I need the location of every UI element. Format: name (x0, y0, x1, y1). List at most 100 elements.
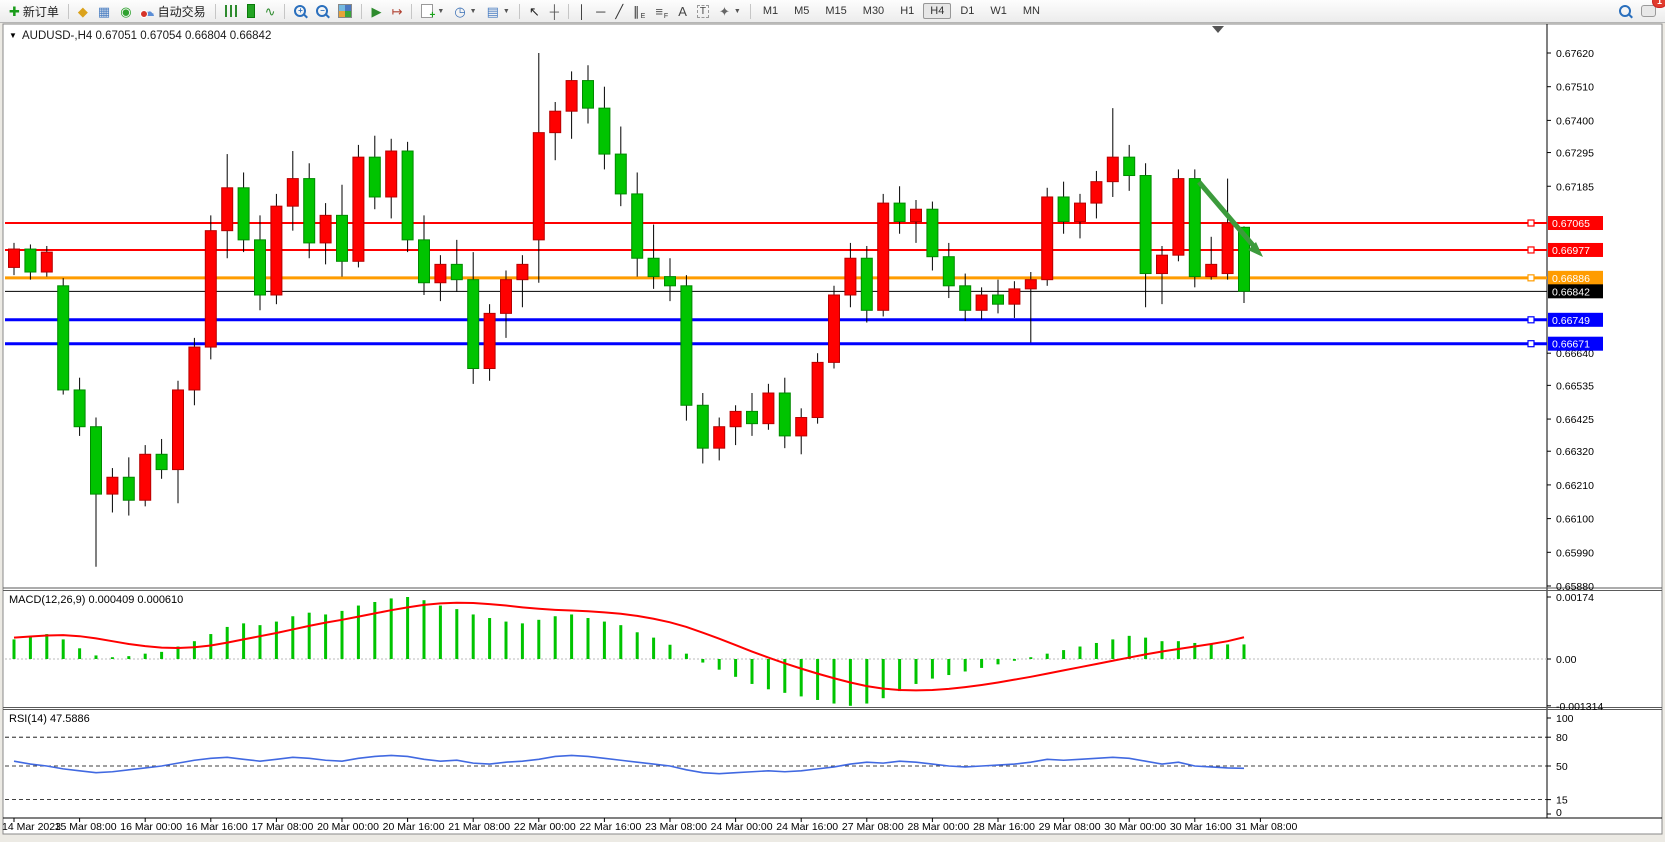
vertical-line-icon: │ (577, 3, 587, 19)
tile-windows-button[interactable] (333, 0, 357, 22)
time-tick-label: 20 Mar 00:00 (317, 821, 379, 833)
zoom-out-button[interactable]: − (311, 0, 333, 22)
timeframe-button-w1[interactable]: W1 (990, 5, 1007, 17)
time-tick-label: 28 Mar 00:00 (907, 821, 969, 833)
arrows-button[interactable]: ✦ ▼ (714, 0, 746, 22)
hline-handle[interactable] (1527, 340, 1535, 348)
timeframe-button-h4[interactable]: H4 (923, 3, 952, 19)
macd-histogram-bar (274, 621, 278, 659)
candlestick (319, 214, 332, 244)
candlestick-icon (246, 4, 255, 18)
price-tick-label: 0.67510 (1556, 82, 1594, 94)
signals-button[interactable]: ◉ (115, 0, 136, 22)
candlestick (1172, 178, 1185, 256)
auto-trading-icon: ☁ (139, 3, 155, 19)
macd-histogram-bar (602, 621, 606, 659)
candlestick (1041, 196, 1054, 281)
profile-icon: ◆ (77, 3, 88, 19)
templates-button[interactable]: ▤ ▼ (482, 0, 515, 22)
timeframe-button-mn[interactable]: MN (1022, 5, 1040, 17)
line-chart-button[interactable]: ∿ (260, 0, 281, 22)
auto-trading-button[interactable]: ☁ 自动交易 (137, 0, 211, 22)
clock-icon: ◷ (454, 3, 466, 19)
candlestick (1024, 279, 1037, 290)
candlestick (40, 251, 53, 273)
macd-histogram-bar (340, 610, 344, 659)
candlestick (696, 404, 709, 449)
timeframe-button-m30[interactable]: M30 (862, 5, 885, 17)
auto-scroll-button[interactable]: ▶ (366, 0, 386, 22)
macd-histogram-bar (1209, 644, 1213, 659)
rsi-tick-label: 100 (1556, 713, 1574, 725)
macd-tick-label: -0.001314 (1556, 701, 1603, 713)
macd-label: MACD(12,26,9) 0.000409 0.000610 (9, 594, 183, 606)
equidistant-channel-button[interactable]: ∥ E (628, 0, 650, 22)
candlestick (401, 150, 414, 241)
hline-handle[interactable] (1527, 316, 1535, 324)
trendline-button[interactable]: ╱ (610, 0, 628, 22)
macd-histogram-bar (750, 659, 754, 684)
time-tick-label: 14 Mar 2023 (2, 821, 61, 833)
macd-histogram-bar (455, 609, 459, 659)
macd-histogram-bar (1111, 639, 1115, 659)
chart-shift-marker[interactable] (1212, 26, 1224, 33)
candlestick (1074, 202, 1086, 222)
macd-histogram-bar (488, 618, 492, 659)
charts-profile-button[interactable]: ◆ (73, 0, 93, 22)
candlestick (582, 80, 594, 109)
text-button[interactable]: A (673, 0, 692, 22)
candlestick (385, 150, 398, 198)
candlestick (188, 346, 201, 391)
timeframe-button-h1[interactable]: H1 (900, 5, 915, 17)
new-chart-button[interactable]: ▼ (416, 0, 449, 22)
vertical-line-button[interactable]: │ (573, 0, 591, 22)
time-tick-label: 23 Mar 08:00 (645, 821, 707, 833)
toolbar-separator (361, 3, 363, 19)
price-tick-label: 0.66640 (1556, 348, 1594, 360)
candlestick (631, 193, 644, 259)
macd-histogram-bar (520, 623, 524, 659)
hline-handle[interactable] (1527, 219, 1535, 227)
macd-histogram-bar (438, 605, 442, 659)
timeframe-button-d1[interactable]: D1 (960, 5, 975, 17)
macd-histogram-bar (12, 639, 16, 659)
candlestick (1139, 175, 1152, 275)
hline-handle[interactable] (1527, 246, 1535, 254)
candlestick (516, 263, 529, 281)
cursor-button[interactable]: ↖ (524, 0, 545, 22)
cursor-icon: ↖ (528, 3, 540, 19)
toolbar-separator (518, 3, 520, 19)
price-label: 0.66842 (1552, 286, 1590, 298)
timeframe-button-m5[interactable]: M5 (794, 5, 810, 17)
macd-histogram-bar (980, 659, 984, 668)
notification-badge: 1 (1651, 0, 1665, 8)
price-label: 0.66749 (1552, 315, 1590, 327)
candlestick (811, 361, 824, 419)
chart-shift-button[interactable]: ↦ (386, 0, 407, 22)
timeframe-button-m1[interactable]: M1 (762, 5, 779, 17)
search-button[interactable] (1614, 0, 1636, 22)
market-watch-button[interactable]: ▦ (93, 0, 115, 22)
trend-arrow-annotation[interactable] (1197, 180, 1259, 252)
horizontal-line-button[interactable]: ─ (591, 0, 610, 22)
text-label-button[interactable]: T (692, 0, 714, 22)
symbol-dropdown-icon: ▼ (9, 31, 17, 40)
bar-chart-icon (224, 5, 237, 17)
price-tick-label: 0.66210 (1556, 480, 1594, 492)
zoom-in-button[interactable]: + (289, 0, 311, 22)
fibonacci-button[interactable]: ≡ F (650, 0, 673, 22)
period-button[interactable]: ◷ ▼ (449, 0, 481, 22)
candlestick (975, 294, 988, 311)
crosshair-button[interactable]: ┼ (545, 0, 564, 22)
chat-button[interactable]: 1 (1636, 0, 1665, 22)
hline-handle[interactable] (1527, 274, 1535, 282)
price-tick-label: 0.67295 (1556, 148, 1594, 160)
macd-histogram-bar (701, 659, 705, 663)
candlestick (500, 279, 512, 314)
trend-arrow-head[interactable] (1248, 242, 1263, 257)
timeframe-button-m15[interactable]: M15 (825, 5, 847, 17)
candlestick-chart-button[interactable] (242, 0, 260, 22)
bar-chart-button[interactable] (220, 0, 242, 22)
main-toolbar: ✚新订单 ◆ ▦◉☁自动交易 ∿ +− ▶↦ ▼◷▼▤▼ ↖ ┼ │─╱∥E≡FAT✦▼ M1 M5 M… (0, 0, 1665, 23)
new-order-button[interactable]: ✚ 新订单 (4, 0, 64, 22)
